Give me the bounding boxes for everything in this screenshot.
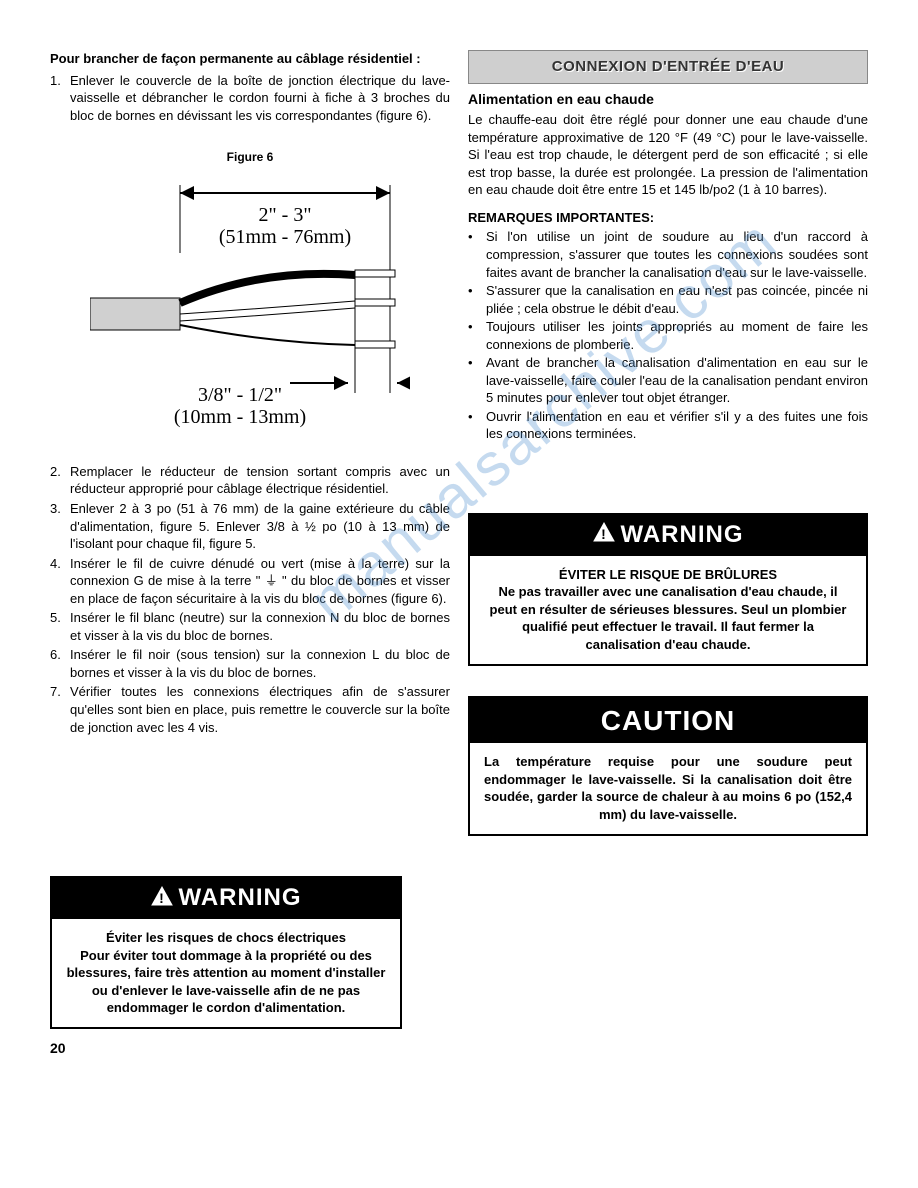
figure-title: Figure 6 [50,149,450,165]
dim-top-mm: (51mm - 76mm) [219,226,351,248]
list-item: 4.Insérer le fil de cuivre dénudé ou ver… [50,555,450,608]
warning-header: ! WARNING [52,878,400,919]
list-item: Toujours utiliser les joints appropriés … [468,318,868,353]
bullet-text: Avant de brancher la canalisation d'alim… [486,354,868,407]
warning-body: Éviter les risques de chocs électriques … [52,919,400,1027]
warning-body-text: Pour éviter tout dommage à la propriété … [66,947,386,1017]
list-item: 6.Insérer le fil noir (sous tension) sur… [50,646,450,681]
svg-text:!: ! [601,526,607,542]
bullet-text: S'assurer que la canalisation en eau n'e… [486,282,868,317]
list-item: Ouvrir l'alimentation en eau et vérifier… [468,408,868,443]
page-number: 20 [50,1039,868,1058]
warning-header: ! WARNING [470,515,866,556]
list-item: Si l'on utilise un joint de soudure au l… [468,228,868,281]
sub-title: Alimentation en eau chaude [468,90,868,109]
step-text: Vérifier toutes les connexions électriqu… [70,683,450,736]
step-1-list: 1. Enlever le couvercle de la boîte de j… [50,72,450,125]
warning-title: WARNING [621,521,744,548]
dim-bot-mm: (10mm - 13mm) [174,406,306,428]
step-number: 6. [50,646,70,681]
step-text: Insérer le fil blanc (neutre) sur la con… [70,609,450,644]
caution-title: CAUTION [601,705,736,736]
bullet-text: Ouvrir l'alimentation en eau et vérifier… [486,408,868,443]
list-item: 7.Vérifier toutes les connexions électri… [50,683,450,736]
list-item: S'assurer que la canalisation en eau n'e… [468,282,868,317]
paragraph: Le chauffe-eau doit être réglé pour donn… [468,111,868,199]
warning-triangle-icon: ! [593,519,615,551]
list-item: 5.Insérer le fil blanc (neutre) sur la c… [50,609,450,644]
dim-bot-in: 3/8" - 1/2" [198,384,282,406]
left-heading: Pour brancher de façon permanente au câb… [50,50,450,68]
step-text: Insérer le fil de cuivre dénudé ou vert … [70,555,450,608]
warning-box-right: ! WARNING ÉVITER LE RISQUE DE BRÛLURES N… [468,513,868,666]
list-item: 1. Enlever le couvercle de la boîte de j… [50,72,450,125]
warning-body-title: Éviter les risques de chocs électriques [66,929,386,947]
bullet-list: Si l'on utilise un joint de soudure au l… [468,228,868,443]
caution-body-text: La température requise pour une soudure … [484,754,852,822]
figure-6: Figure 6 2" - 3" (51mm - 76mm) [50,149,450,438]
warning-body-title: ÉVITER LE RISQUE DE BRÛLURES [484,566,852,584]
step-text: Remplacer le réducteur de tension sortan… [70,463,450,498]
step-text: Insérer le fil noir (sous tension) sur l… [70,646,450,681]
step-number: 3. [50,500,70,553]
warning-body-text: Ne pas travailler avec une canalisation … [484,583,852,653]
step-text: Enlever 2 à 3 po (51 à 76 mm) de la gain… [70,500,450,553]
caution-box: CAUTION La température requise pour une … [468,696,868,836]
figure-diagram: 2" - 3" (51mm - 76mm) [90,173,410,438]
step-number: 5. [50,609,70,644]
steps-list: 2.Remplacer le réducteur de tension sort… [50,463,450,736]
content-columns: Pour brancher de façon permanente au câb… [50,50,868,1029]
step-number: 4. [50,555,70,608]
list-item: 3.Enlever 2 à 3 po (51 à 76 mm) de la ga… [50,500,450,553]
step-text: Enlever le couvercle de la boîte de jonc… [70,72,450,125]
left-column: Pour brancher de façon permanente au câb… [50,50,450,1029]
caution-header: CAUTION [470,698,866,744]
bullet-text: Si l'on utilise un joint de soudure au l… [486,228,868,281]
warning-body: ÉVITER LE RISQUE DE BRÛLURES Ne pas trav… [470,556,866,664]
step-number: 7. [50,683,70,736]
step-number: 2. [50,463,70,498]
step-number: 1. [50,72,70,125]
warning-box-left: ! WARNING Éviter les risques de chocs él… [50,876,402,1029]
warning-triangle-icon: ! [151,883,173,915]
section-banner: CONNEXION D'ENTRÉE D'EAU [468,50,868,84]
warning-title: WARNING [179,884,302,911]
bullet-text: Toujours utiliser les joints appropriés … [486,318,868,353]
remarks-title: REMARQUES IMPORTANTES: [468,209,868,227]
caution-body: La température requise pour une soudure … [470,743,866,833]
list-item: Avant de brancher la canalisation d'alim… [468,354,868,407]
svg-text:!: ! [159,890,165,906]
dim-top-in: 2" - 3" [259,204,312,226]
list-item: 2.Remplacer le réducteur de tension sort… [50,463,450,498]
right-column: CONNEXION D'ENTRÉE D'EAU Alimentation en… [468,50,868,1029]
